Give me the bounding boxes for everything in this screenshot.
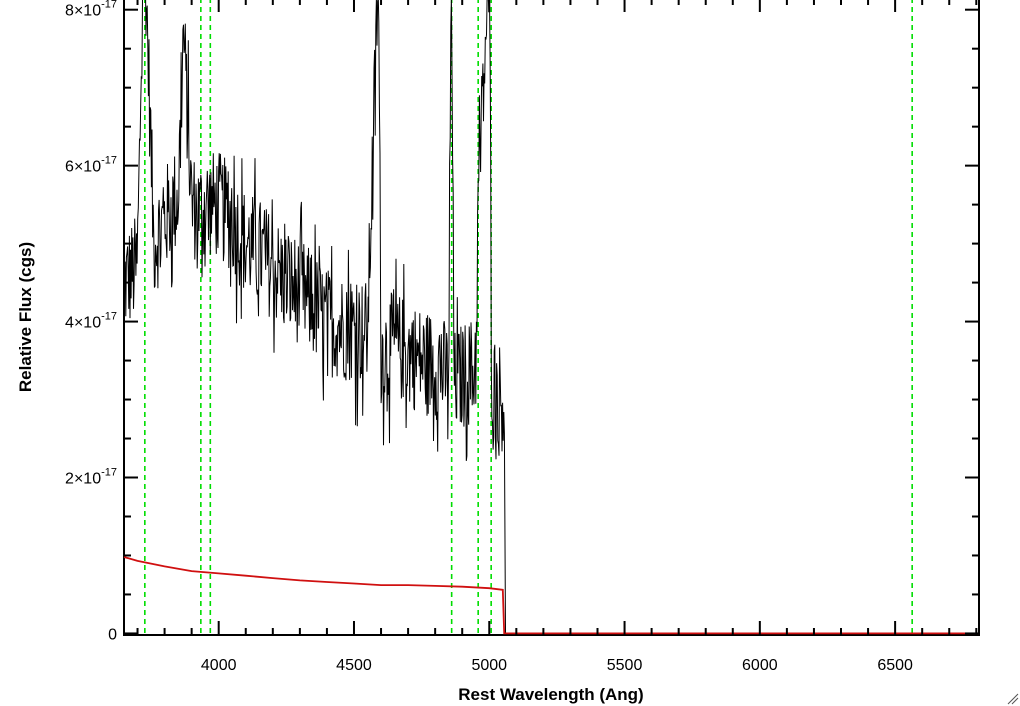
y-tick-label: 8×10-17 [65, 0, 117, 20]
x-tick-label: 4000 [201, 657, 237, 674]
y-tick-label: 6×10-17 [65, 155, 117, 176]
x-axis-label: Rest Wavelength (Ang) [458, 685, 643, 704]
x-tick-label: 6000 [742, 657, 778, 674]
resize-grip-icon[interactable] [1007, 693, 1019, 705]
y-axis-label: Relative Flux (cgs) [16, 242, 35, 392]
x-tick-label: 4500 [336, 657, 372, 674]
vertical-marker-lines [144, 0, 913, 635]
x-tick-label: 5000 [471, 657, 507, 674]
plot-frame [123, 0, 980, 636]
y-tick-label: 0 [108, 626, 117, 643]
y-tick-label: 4×10-17 [65, 311, 117, 332]
y-axis-ticks: 0 2×10-17 4×10-17 6×10-17 8×10-17 [65, 0, 979, 643]
series-line-2 [123, 556, 979, 635]
plot-area [123, 0, 980, 636]
series-line-1 [123, 0, 979, 634]
x-tick-label: 5500 [607, 657, 643, 674]
y-tick-label: 2×10-17 [65, 467, 117, 488]
x-axis-ticks: 4000 4500 5000 5500 6000 6500 [136, 0, 978, 674]
series-layer [123, 0, 979, 635]
x-tick-label: 6500 [877, 657, 913, 674]
